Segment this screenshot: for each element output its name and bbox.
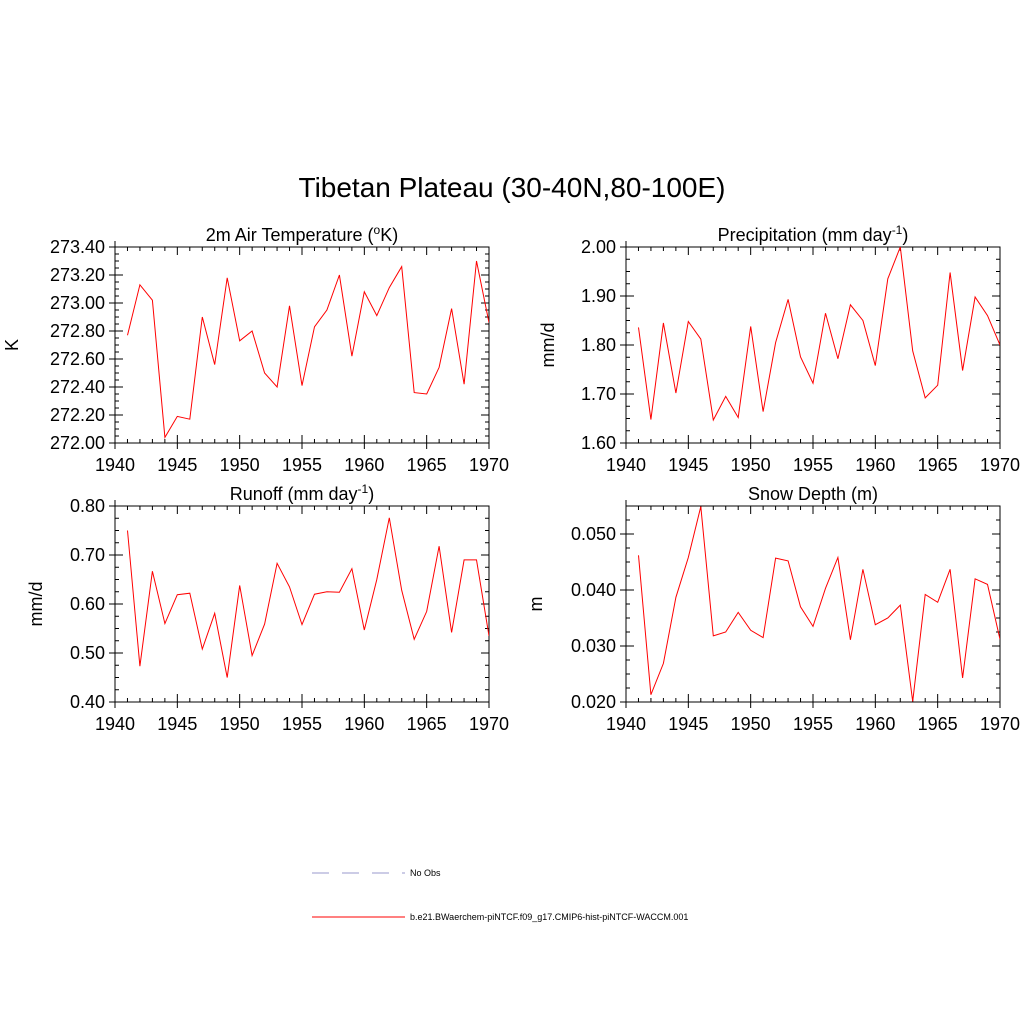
x-tick-label: 1945 bbox=[668, 455, 708, 475]
y-tick-label: 272.40 bbox=[50, 377, 105, 397]
plot-frame bbox=[625, 505, 1001, 703]
x-tick-label: 1945 bbox=[157, 455, 197, 475]
plot-frame bbox=[114, 246, 490, 444]
x-tick-label: 1970 bbox=[469, 455, 509, 475]
y-tick-label: 273.00 bbox=[50, 293, 105, 313]
plot-frame bbox=[114, 505, 490, 703]
chart-panel-4: 1940 1945 1950 1955 1960 1965 1970 0.020 0.030 0.… bbox=[526, 484, 1020, 734]
x-tick-label: 1955 bbox=[282, 714, 322, 734]
panel-title: 2m Air Temperature (oK) bbox=[206, 223, 398, 245]
x-tick-label: 1945 bbox=[668, 714, 708, 734]
panel-title: Snow Depth (m) bbox=[748, 484, 878, 504]
y-tick-label: 272.00 bbox=[50, 433, 105, 453]
x-tick-label: 1945 bbox=[157, 714, 197, 734]
y-axis-label: K bbox=[2, 339, 22, 351]
y-tick-label: 2.00 bbox=[581, 237, 616, 257]
y-tick-label: 272.60 bbox=[50, 349, 105, 369]
x-tick-label: 1940 bbox=[606, 714, 646, 734]
y-tick-label: 273.20 bbox=[50, 265, 105, 285]
page-title: Tibetan Plateau (30-40N,80-100E) bbox=[298, 172, 726, 203]
y-tick-label: 0.040 bbox=[571, 580, 616, 600]
x-tick-label: 1965 bbox=[407, 714, 447, 734]
y-tick-label: 272.80 bbox=[50, 321, 105, 341]
x-tick-label: 1955 bbox=[793, 714, 833, 734]
y-tick-label: 0.80 bbox=[70, 496, 105, 516]
x-tick-label: 1960 bbox=[344, 714, 384, 734]
y-tick-label: 272.20 bbox=[50, 405, 105, 425]
x-tick-label: 1960 bbox=[855, 455, 895, 475]
y-axis-label: m bbox=[526, 597, 546, 612]
panel-title: Precipitation (mm day-1) bbox=[718, 223, 909, 245]
x-tick-label: 1950 bbox=[220, 714, 260, 734]
x-tick-label: 1950 bbox=[731, 714, 771, 734]
y-axis-label: mm/d bbox=[538, 323, 558, 368]
legend-label: No Obs bbox=[410, 868, 441, 878]
x-tick-label: 1950 bbox=[731, 455, 771, 475]
plot-frame bbox=[625, 246, 1001, 444]
y-tick-label: 1.80 bbox=[581, 335, 616, 355]
x-tick-label: 1940 bbox=[95, 714, 135, 734]
y-tick-label: 0.50 bbox=[70, 643, 105, 663]
y-tick-label: 0.020 bbox=[571, 692, 616, 712]
x-tick-label: 1955 bbox=[793, 455, 833, 475]
chart-panel-1: 1940 1945 1950 1955 1960 1965 1970 272.00 272.20… bbox=[2, 223, 509, 475]
series-line bbox=[638, 506, 1000, 702]
y-tick-label: 1.60 bbox=[581, 433, 616, 453]
legend: No Obs b.e21.BWaerchem-piNTCF.f09_g17.CMI… bbox=[312, 868, 688, 922]
x-tick-label: 1940 bbox=[95, 455, 135, 475]
y-tick-label: 0.030 bbox=[571, 636, 616, 656]
x-tick-label: 1970 bbox=[469, 714, 509, 734]
y-axis-label: mm/d bbox=[26, 582, 46, 627]
chart-panel-2: 1940 1945 1950 1955 1960 1965 1970 1.60 1.70 1.80… bbox=[538, 223, 1020, 475]
x-tick-label: 1960 bbox=[855, 714, 895, 734]
x-tick-label: 1965 bbox=[918, 455, 958, 475]
series-line bbox=[638, 247, 1000, 422]
y-tick-label: 0.60 bbox=[70, 594, 105, 614]
x-tick-label: 1970 bbox=[980, 714, 1020, 734]
x-tick-label: 1970 bbox=[980, 455, 1020, 475]
x-tick-label: 1950 bbox=[220, 455, 260, 475]
y-tick-label: 0.40 bbox=[70, 692, 105, 712]
x-tick-label: 1960 bbox=[344, 455, 384, 475]
y-tick-label: 0.050 bbox=[571, 524, 616, 544]
y-tick-label: 1.90 bbox=[581, 286, 616, 306]
panel-title: Runoff (mm day-1) bbox=[230, 482, 374, 504]
y-tick-label: 0.70 bbox=[70, 545, 105, 565]
x-tick-label: 1965 bbox=[407, 455, 447, 475]
legend-label: b.e21.BWaerchem-piNTCF.f09_g17.CMIP6-his… bbox=[410, 912, 688, 922]
series-line bbox=[127, 260, 489, 439]
y-tick-label: 273.40 bbox=[50, 237, 105, 257]
chart-panel-3: 1940 1945 1950 1955 1960 1965 1970 0.40 0.50 0.60… bbox=[26, 482, 509, 734]
series-line bbox=[127, 517, 489, 678]
x-tick-label: 1965 bbox=[918, 714, 958, 734]
x-tick-label: 1955 bbox=[282, 455, 322, 475]
y-tick-label: 1.70 bbox=[581, 384, 616, 404]
x-tick-label: 1940 bbox=[606, 455, 646, 475]
